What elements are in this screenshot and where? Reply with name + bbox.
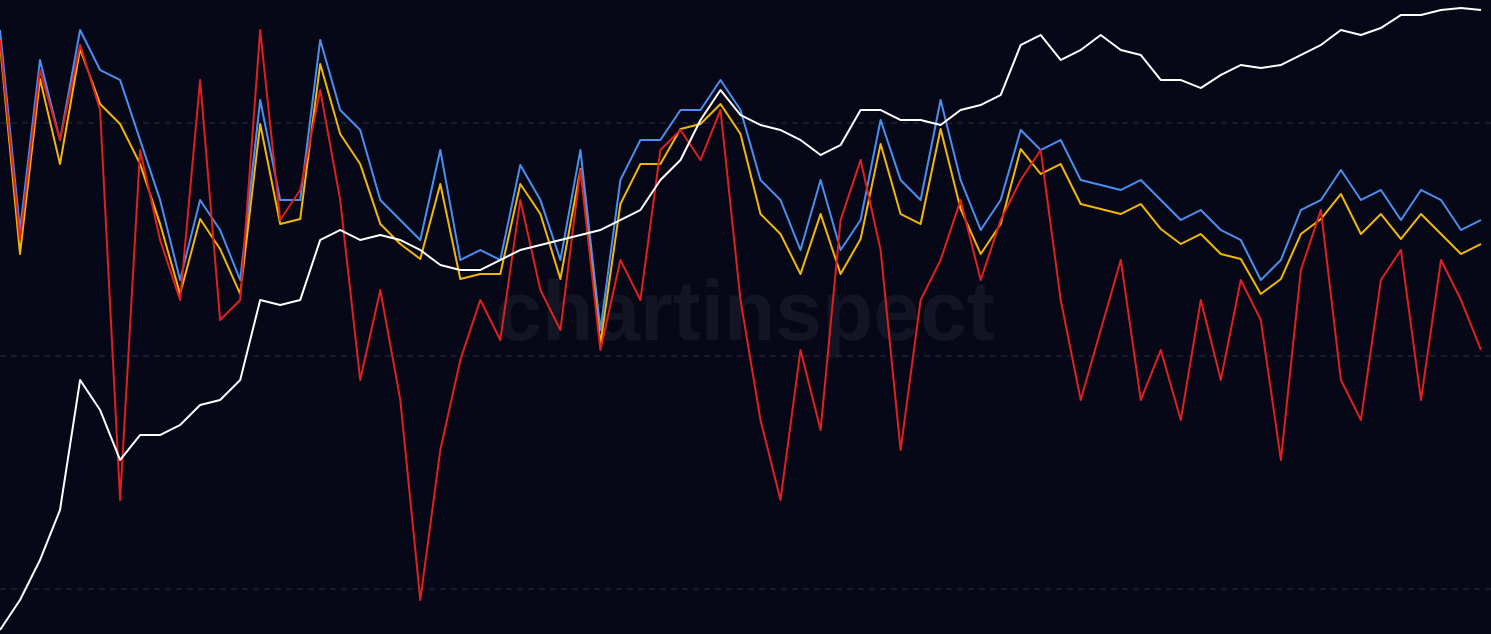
watermark: chartinspect bbox=[495, 264, 995, 358]
series-line bbox=[0, 29, 1482, 601]
series-line bbox=[0, 7, 1482, 631]
series-line bbox=[0, 43, 1482, 345]
